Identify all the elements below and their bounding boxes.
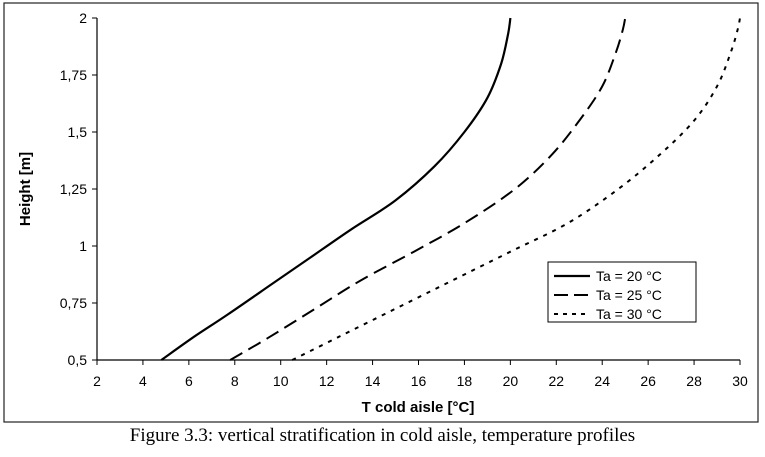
y-tick-label: 1,25 (60, 181, 87, 197)
y-tick-label: 1 (79, 238, 87, 254)
x-tick-label: 14 (365, 373, 381, 389)
x-tick-label: 16 (411, 373, 427, 389)
series-line-ta-20 (160, 17, 512, 361)
legend-box (547, 261, 697, 323)
x-axis-title: T cold aisle [°C] (362, 399, 475, 416)
y-axis-title: Height [m] (17, 152, 34, 226)
y-ticks: 0,5 0,75 1 1,25 1,5 1,75 2 (60, 10, 97, 368)
x-tick-label: 18 (457, 373, 473, 389)
series-line-ta-30 (291, 17, 741, 361)
y-tick-label: 1,75 (60, 67, 87, 83)
legend-label: Ta = 20 °C (596, 268, 662, 284)
x-tick-label: 30 (732, 373, 748, 389)
figure-caption: Figure 3.3: vertical stratification in c… (129, 425, 636, 446)
y-tick-label: 1,5 (68, 124, 88, 140)
x-tick-label: 26 (640, 373, 656, 389)
legend-label: Ta = 30 °C (596, 306, 662, 322)
series-line-ta-25 (229, 17, 627, 361)
x-tick-label: 12 (319, 373, 335, 389)
legend-label: Ta = 25 °C (596, 287, 662, 303)
x-tick-label: 6 (185, 373, 193, 389)
x-tick-label: 8 (231, 373, 239, 389)
x-tick-label: 4 (139, 373, 147, 389)
x-tick-label: 22 (548, 373, 564, 389)
y-tick-label: 2 (79, 10, 87, 26)
y-tick-label: 0,5 (68, 352, 88, 368)
plot-area: 2 4 6 8 10 12 14 16 18 20 22 24 26 28 30 0,50,7511,251… (60, 10, 748, 389)
x-ticks: 2 4 6 8 10 12 14 16 18 20 22 24 26 28 30 (93, 360, 748, 389)
x-tick-label: 2 (93, 373, 101, 389)
figure-frame (3, 2, 759, 423)
x-tick-label: 20 (503, 373, 519, 389)
x-tick-label: 28 (686, 373, 702, 389)
legend: Ta = 20 °C Ta = 25 °C Ta = 30 °C (547, 261, 697, 323)
x-tick-label: 24 (594, 373, 610, 389)
y-tick-label: 0,75 (60, 295, 87, 311)
series-layer (160, 17, 741, 361)
x-tick-label: 10 (273, 373, 289, 389)
